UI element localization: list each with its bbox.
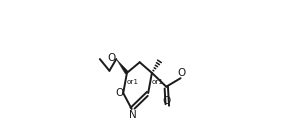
Polygon shape xyxy=(116,59,129,74)
Text: O: O xyxy=(178,68,186,78)
Text: O: O xyxy=(163,96,171,106)
Text: O: O xyxy=(107,53,116,63)
Text: or1: or1 xyxy=(151,79,163,85)
Text: or1: or1 xyxy=(127,79,139,85)
Text: N: N xyxy=(129,110,137,120)
Text: O: O xyxy=(115,88,123,98)
